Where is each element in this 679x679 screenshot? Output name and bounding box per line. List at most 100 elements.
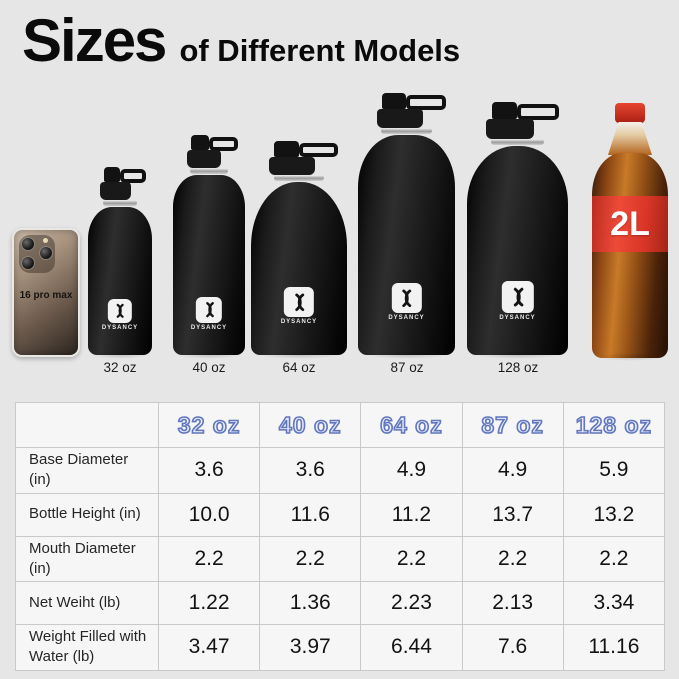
bottle-body: DYSANCY [88,207,152,355]
title-subtitle: of Different Models [179,33,461,68]
spec-table: 32 oz 40 oz 64 oz 87 oz 128 oz Base Diam… [15,402,666,671]
cola-cap [615,103,645,123]
spec-cell: 13.7 [461,492,564,537]
bottle-steel-rim [274,175,324,181]
bottle-128oz: DYSANCY [467,102,568,359]
bottle-cap [100,167,147,200]
spec-cell: 11.6 [259,492,362,537]
bottle-lid [186,150,221,168]
spec-cell: 11.2 [360,492,463,537]
spec-cell: 3.97 [259,624,362,671]
spec-cell: 2.2 [461,535,564,582]
table-row: Net Weiht (lb) 1.22 1.36 2.23 2.13 3.34 [15,581,666,625]
bottle-87oz: DYSANCY [358,93,455,359]
bottle-steel-rim [103,200,137,206]
spec-row-label: Net Weiht (lb) [15,581,159,625]
cola-volume-label: 2L [610,204,650,243]
spec-cell: 2.2 [259,535,362,582]
spec-cell: 2.23 [360,581,463,625]
spec-col-header: 64 oz [360,402,463,448]
brand-logo-text: DYSANCY [499,315,536,321]
spec-corner-cell [15,402,159,448]
spec-cell: 1.22 [157,581,261,625]
spec-row-label: Base Diameter (in) [15,447,159,494]
bottle-spout-icon [491,102,518,120]
bottle-spout-icon [190,135,209,151]
spec-cell: 13.2 [562,492,666,537]
brand-logo-icon [196,297,222,323]
bottle-steel-rim [491,139,544,145]
brand-logo: DYSANCY [191,297,227,331]
spec-cell: 10.0 [157,492,261,537]
bottle-cap [186,135,239,168]
bottle-size-label: 64 oz [282,360,316,375]
table-row: Bottle Height (in) 10.0 11.6 11.2 13.7 1… [15,492,666,537]
page-title: Sizes of Different Models [22,6,460,75]
brand-logo-text: DYSANCY [280,319,318,325]
brand-logo: DYSANCY [388,283,424,321]
spec-col-header: 32 oz [157,402,261,448]
camera-flash-icon [43,238,48,243]
bottle-lid [269,156,315,175]
bottle-lid [100,182,131,200]
table-row: Base Diameter (in) 3.6 3.6 4.9 4.9 5.9 [15,447,666,494]
table-header-row: 32 oz 40 oz 64 oz 87 oz 128 oz [15,402,666,448]
spec-cell: 11.16 [562,624,666,671]
brand-logo-icon [108,299,132,323]
brand-logo-text: DYSANCY [190,325,228,331]
spec-cell: 2.2 [157,535,261,582]
bottle-body: DYSANCY [173,175,245,355]
spec-cell: 2.2 [562,535,666,582]
spec-cell: 5.9 [562,447,666,494]
brand-logo: DYSANCY [499,281,535,321]
bottle-cap [375,93,447,128]
table-row: Mouth Diameter (in) 2.2 2.2 2.2 2.2 2.2 [15,535,666,582]
brand-logo-text: DYSANCY [101,325,139,331]
bottle-40oz: DYSANCY [173,135,245,359]
spec-col-header: 128 oz [562,402,666,448]
brand-logo: DYSANCY [281,287,317,325]
phone-camera-module [19,235,55,273]
spec-row-label: Weight Filled with Water (lb) [15,624,159,671]
spec-cell: 2.13 [461,581,564,625]
spec-cell: 3.6 [259,447,362,494]
bottle-32oz: DYSANCY [88,167,152,359]
spec-row-label: Mouth Diameter (in) [15,535,159,582]
bottle-handle-icon [406,95,447,110]
camera-lens-icon [21,237,35,251]
phone-label: 16 pro max [19,290,73,301]
bottle-handle-icon [517,104,559,120]
spec-cell: 4.9 [461,447,564,494]
bottle-size-label: 87 oz [390,360,424,375]
table-row: Weight Filled with Water (lb) 3.47 3.97 … [15,624,666,671]
bottle-size-label: 40 oz [192,360,226,375]
camera-lens-icon [21,256,35,270]
bottle-body: DYSANCY [467,146,568,355]
bottle-spout-icon [274,141,299,157]
bottle-body: DYSANCY [358,135,455,355]
brand-logo-text: DYSANCY [388,315,425,321]
spec-cell: 3.47 [157,624,261,671]
spec-cell: 6.44 [360,624,463,671]
bottle-size-label: 32 oz [103,360,137,375]
spec-col-header: 87 oz [461,402,564,448]
bottle-handle-icon [298,143,339,158]
bottle-cap [485,102,559,139]
brand-logo-icon [391,283,422,313]
bottle-spout-icon [381,93,407,110]
brand-logo-icon [501,281,534,313]
spec-cell: 3.6 [157,447,261,494]
spec-cell: 1.36 [259,581,362,625]
cola-bottle-reference: 2L [592,103,668,361]
cola-label-band: 2L [592,196,668,252]
bottle-cap [268,141,339,175]
bottle-body: DYSANCY [251,182,347,355]
brand-logo: DYSANCY [102,299,138,331]
bottle-steel-rim [381,128,432,134]
cola-body: 2L [592,153,668,358]
bottle-lid [486,119,535,139]
spec-col-header: 40 oz [259,402,362,448]
cola-neck [608,122,652,155]
iphone-reference: 16 pro max [12,228,80,357]
brand-logo-icon [284,287,314,317]
